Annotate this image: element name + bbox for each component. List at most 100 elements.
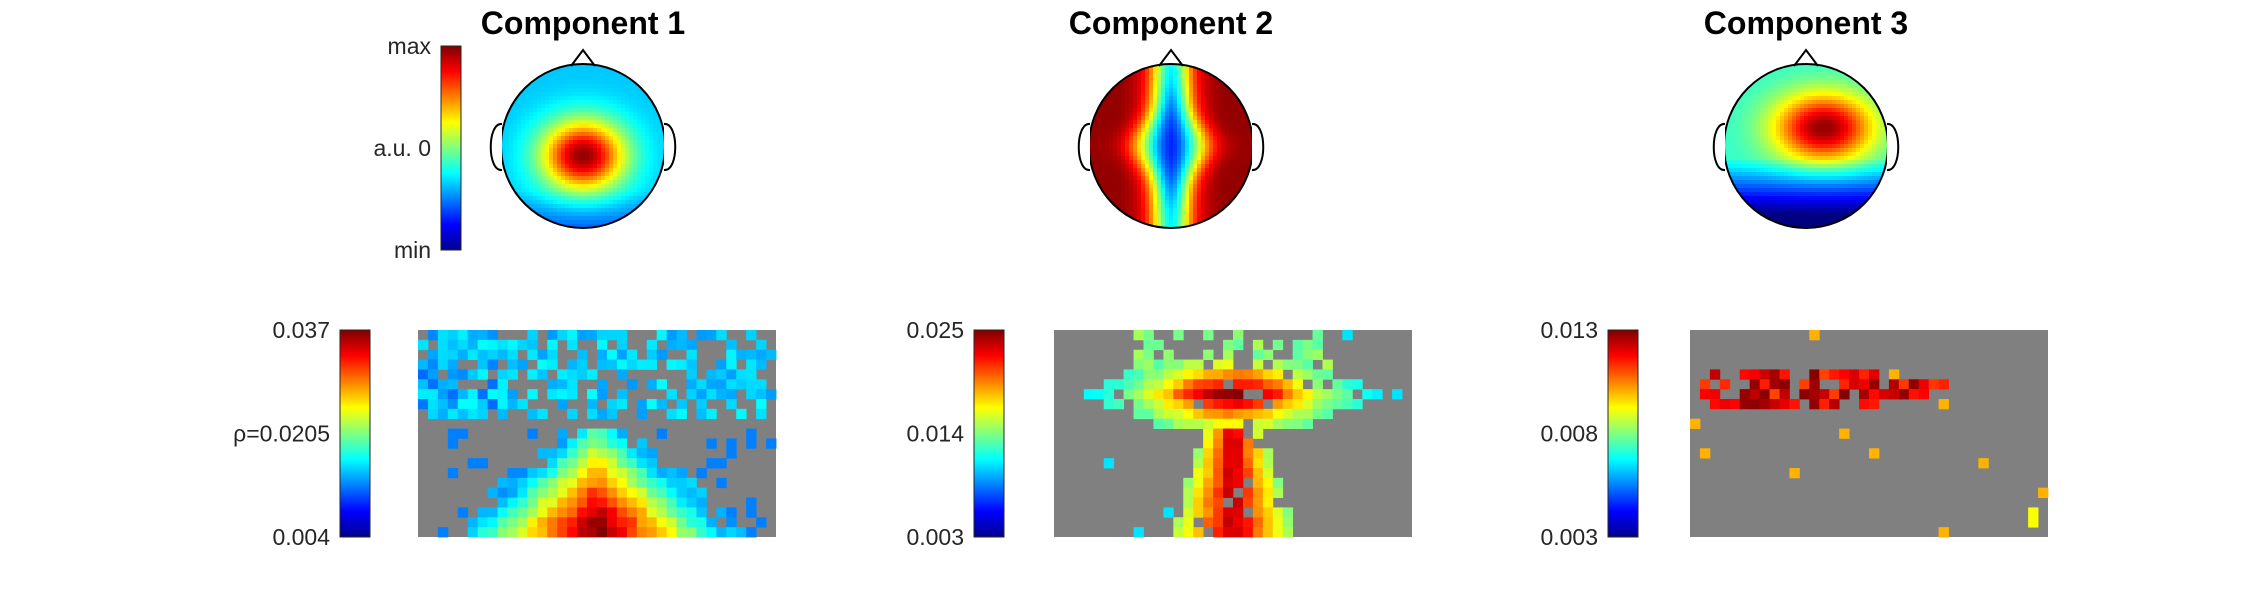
- matrix-cell: [1302, 389, 1313, 400]
- matrix-cell: [547, 487, 558, 498]
- matrix-colorbar-label: 0.003: [906, 524, 964, 550]
- matrix-cell: [1272, 487, 1284, 498]
- matrix-cell: [457, 389, 469, 400]
- matrix-cell: [1193, 458, 1204, 469]
- matrix-cell: [477, 389, 489, 400]
- matrix-cell: [716, 369, 727, 380]
- matrix-cell: [1352, 399, 1363, 410]
- matrix-cell: [557, 330, 568, 341]
- matrix-cell: [497, 507, 508, 518]
- matrix-cell: [427, 359, 439, 370]
- matrix-cell: [537, 517, 548, 528]
- matrix-cell: [1719, 379, 1731, 390]
- matrix-cell: [626, 349, 638, 360]
- matrix-cell: [1759, 369, 1770, 380]
- matrix-cell: [597, 487, 608, 498]
- matrix-cell: [1163, 408, 1174, 420]
- matrix-cell: [1203, 487, 1214, 498]
- matrix-cell: [1143, 389, 1154, 400]
- matrix-cell: [1888, 379, 1900, 390]
- matrix-cell: [1163, 359, 1174, 370]
- matrix-cell: [1362, 389, 1373, 400]
- matrix-cell: [507, 527, 518, 538]
- matrix-cell: [597, 468, 608, 479]
- matrix-cell: [616, 428, 628, 439]
- matrix-cell: [1918, 389, 1930, 400]
- matrix-cell: [467, 349, 479, 360]
- matrix-cell: [686, 389, 697, 400]
- matrix-cell: [726, 507, 737, 518]
- matrix-cell: [676, 339, 687, 351]
- matrix-cell: [537, 487, 548, 498]
- matrix-cell: [706, 527, 717, 538]
- matrix-cell: [1163, 389, 1174, 400]
- matrix-cell: [597, 359, 608, 370]
- matrix-colorbar: [973, 329, 1005, 538]
- matrix-cell: [577, 517, 588, 528]
- matrix-cell: [457, 428, 469, 439]
- matrix-cell: [497, 349, 508, 360]
- matrix-cell: [427, 379, 439, 390]
- matrix-cell: [1113, 379, 1125, 390]
- matrix-cell: [507, 477, 518, 489]
- matrix-cell: [1223, 359, 1234, 370]
- matrix-cell: [1203, 349, 1214, 360]
- matrix-cell: [676, 468, 687, 479]
- matrix-cell: [726, 349, 737, 360]
- matrix-cell: [1322, 369, 1333, 380]
- matrix-cell: [1392, 389, 1403, 400]
- matrix-cell: [418, 379, 429, 390]
- matrix-cell: [1203, 438, 1214, 449]
- matrix-cell: [606, 448, 618, 459]
- matrix-cell: [557, 428, 568, 439]
- matrix-cell: [1242, 517, 1254, 528]
- matrix-cell: [1342, 399, 1353, 410]
- matrix-cell: [1262, 389, 1274, 400]
- matrix-cell: [567, 458, 578, 469]
- matrix-cell: [597, 438, 608, 449]
- matrix-cell: [1302, 408, 1313, 420]
- matrix-cell: [1233, 369, 1244, 380]
- matrix-cell: [517, 497, 528, 508]
- matrix-cell: [1262, 497, 1274, 508]
- matrix-cell: [1193, 418, 1204, 429]
- matrix-cell: [1282, 507, 1294, 518]
- matrix-cell: [1719, 399, 1731, 410]
- matrix-cell: [507, 468, 518, 479]
- matrix-cell: [597, 517, 608, 528]
- matrix-cell: [1242, 458, 1254, 469]
- matrix-cell: [1799, 389, 1810, 400]
- matrix-cell: [437, 389, 449, 400]
- matrix-cell: [606, 438, 618, 449]
- matrix-cell: [517, 399, 528, 410]
- matrix-cell: [706, 369, 717, 380]
- matrix-cell: [457, 408, 469, 420]
- matrix-cell: [1203, 497, 1214, 508]
- matrix-cell: [1173, 359, 1184, 370]
- matrix-cell: [696, 379, 707, 390]
- matrix-cell: [1213, 477, 1224, 489]
- matrix-cell: [706, 389, 717, 400]
- matrix-cell: [1272, 408, 1284, 420]
- matrix-cell: [537, 468, 548, 479]
- matrix-cell: [1908, 379, 1920, 390]
- matrix-cell: [477, 517, 489, 528]
- matrix-cell: [1262, 408, 1274, 420]
- nose-icon: [1158, 48, 1184, 67]
- matrix-cell: [646, 517, 658, 528]
- matrix-cell: [676, 487, 687, 498]
- matrix-cell: [1233, 408, 1244, 420]
- matrix-cell: [477, 458, 489, 469]
- matrix-cell: [746, 438, 757, 449]
- matrix-cell: [1898, 379, 1910, 390]
- matrix-cell: [1173, 418, 1184, 429]
- matrix-cell: [527, 507, 538, 518]
- matrix-cell: [577, 487, 588, 498]
- matrix-cell: [1282, 418, 1294, 429]
- matrix-cell: [1262, 487, 1274, 498]
- matrix-cell: [686, 507, 697, 518]
- matrix-cell: [497, 339, 508, 351]
- matrix-cell: [1093, 389, 1105, 400]
- matrix-cell: [606, 468, 618, 479]
- matrix-cell: [716, 458, 727, 469]
